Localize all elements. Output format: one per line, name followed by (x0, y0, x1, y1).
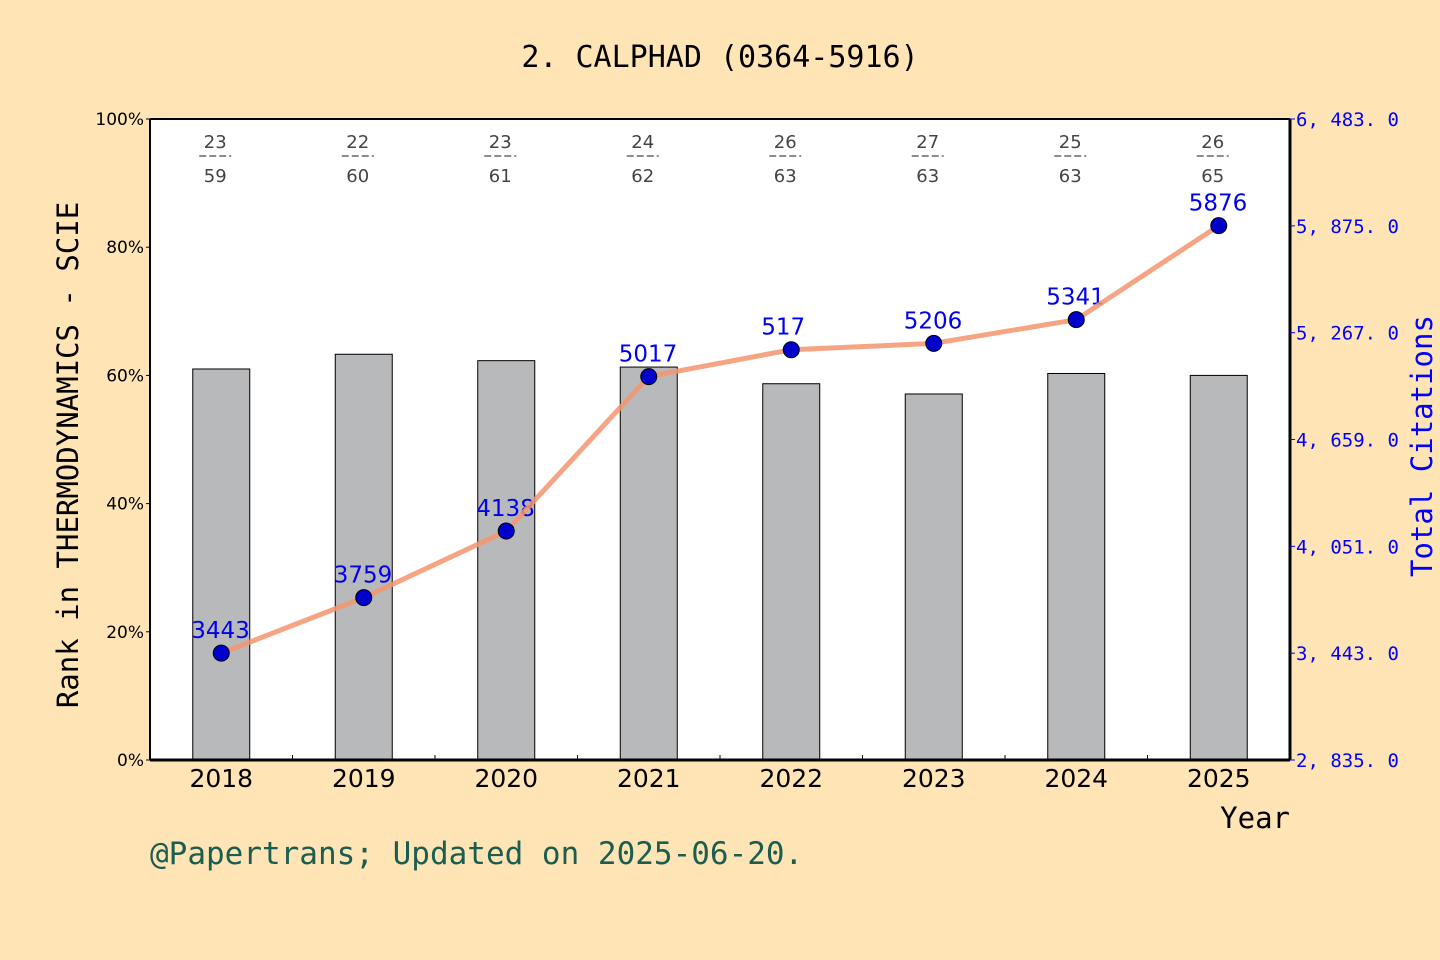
rank-total-label: 59 (204, 166, 227, 187)
bar-2023 (904, 393, 963, 761)
citation-point-2018 (212, 644, 230, 662)
rank-label: 26 (1201, 132, 1224, 153)
rank-label: 27 (916, 132, 939, 153)
y2-tick-label: 4, 051. 0 (1296, 536, 1399, 558)
rank-label: 23 (204, 132, 227, 153)
y-axis-title: Rank in THERMODYNAMICS - SCIE (51, 202, 85, 708)
rank-label: 26 (774, 132, 797, 153)
rank-label: 25 (1059, 132, 1082, 153)
bar-2024 (1047, 372, 1106, 761)
x-tick-label: 2022 (759, 764, 823, 793)
y2-tick-label: 5, 267. 0 (1296, 323, 1399, 345)
x-tick-label: 2023 (902, 764, 966, 793)
y-tick-label: 0% (117, 751, 144, 771)
citation-label-2021: 5017 (619, 342, 678, 368)
x-tick-label: 2020 (474, 764, 538, 793)
rank-label: 22 (346, 132, 369, 153)
y2-axis-title: Total Citations (1405, 315, 1439, 577)
rank-total-label: 61 (489, 166, 512, 187)
y-tick-label: 20% (106, 623, 144, 643)
bar-2025 (1189, 374, 1248, 761)
bar-2021 (619, 366, 678, 761)
citation-label-2019: 3759 (334, 563, 393, 589)
citation-point-2022 (782, 341, 800, 359)
y-tick-label: 80% (106, 238, 144, 258)
citation-point-2025 (1210, 217, 1228, 235)
bar-2019 (334, 353, 393, 761)
y-tick-label: 40% (106, 495, 144, 515)
y2-tick-label: 3, 443. 0 (1296, 643, 1399, 665)
bar-2020 (477, 360, 536, 761)
y-tick-label: 60% (106, 366, 144, 386)
bar-2018 (192, 368, 251, 761)
bar-2022 (762, 383, 821, 761)
footer-credit: @Papertrans; Updated on 2025-06-20. (150, 836, 804, 872)
y-tick-label: 100% (95, 110, 144, 130)
rank-total-label: 63 (774, 166, 797, 187)
citation-point-2023 (925, 334, 943, 352)
y2-tick-label: 4, 659. 0 (1296, 430, 1399, 452)
rank-label: 23 (489, 132, 512, 153)
citation-point-2019 (355, 589, 373, 607)
citation-label-2018: 3443 (191, 618, 250, 644)
chart-title: 2. CALPHAD (0364-5916) (521, 40, 918, 75)
x-tick-label: 2025 (1187, 764, 1251, 793)
citation-point-2021 (640, 368, 658, 386)
citation-label-2025: 5876 (1189, 191, 1248, 217)
citations-line (220, 223, 1221, 656)
x-tick-label: 2019 (332, 764, 396, 793)
rank-total-label: 63 (916, 166, 939, 187)
rank-total-label: 65 (1201, 166, 1224, 187)
x-tick-label: 2018 (189, 764, 253, 793)
plot-area (150, 119, 1290, 760)
x-tick-label: 2021 (617, 764, 681, 793)
rank-total-label: 62 (631, 166, 654, 187)
citation-label-2023: 5206 (904, 308, 963, 334)
citation-point-2020 (497, 522, 515, 540)
x-tick-label: 2024 (1044, 764, 1108, 793)
rank-total-label: 60 (346, 166, 369, 187)
rank-total-label: 63 (1059, 166, 1082, 187)
rank-label: 24 (631, 132, 654, 153)
x-axis-title: Year (1220, 801, 1290, 835)
y2-tick-label: 6, 483. 0 (1296, 109, 1399, 131)
y2-tick-label: 2, 835. 0 (1296, 750, 1399, 772)
citation-point-2024 (1067, 311, 1085, 329)
y2-tick-label: 5, 875. 0 (1296, 216, 1399, 238)
citation-label-2022: 517 (761, 315, 805, 341)
